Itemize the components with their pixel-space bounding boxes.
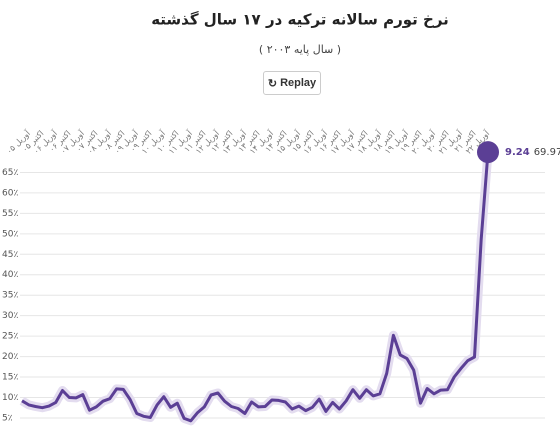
y-tick-label: 50٪ — [2, 229, 18, 239]
line — [21, 151, 490, 423]
y-tick-label: 5٪ — [2, 413, 13, 423]
replay-label: Replay — [280, 77, 317, 89]
end-point — [477, 141, 499, 164]
chart-title: نرخ تورم سالانه ترکیه در ۱۷ سال گذشته — [151, 11, 449, 29]
chart-subtitle: ( سال پایه ۲۰۰۳ ) — [259, 43, 341, 56]
y-tick-label: 35٪ — [2, 291, 18, 301]
y-tick-label: 20٪ — [2, 352, 18, 362]
end-label: 9.24 — [505, 147, 530, 158]
line-halo — [19, 151, 493, 426]
y-tick-label: 30٪ — [2, 311, 18, 321]
y-tick-label: 60٪ — [2, 188, 18, 198]
replay-button[interactable]: ↻ Replay — [263, 71, 321, 95]
y-tick-label: 15٪ — [2, 373, 18, 383]
end-value-label: 69.97 — [534, 147, 560, 158]
y-tick-label: 40٪ — [2, 270, 18, 280]
y-tick-label: 55٪ — [2, 209, 18, 219]
y-tick-label: 10٪ — [2, 393, 18, 403]
replay-icon: ↻ — [267, 77, 278, 90]
y-tick-label: 65٪ — [2, 168, 18, 178]
y-tick-label: 25٪ — [2, 332, 18, 342]
y-tick-label: 45٪ — [2, 250, 18, 260]
